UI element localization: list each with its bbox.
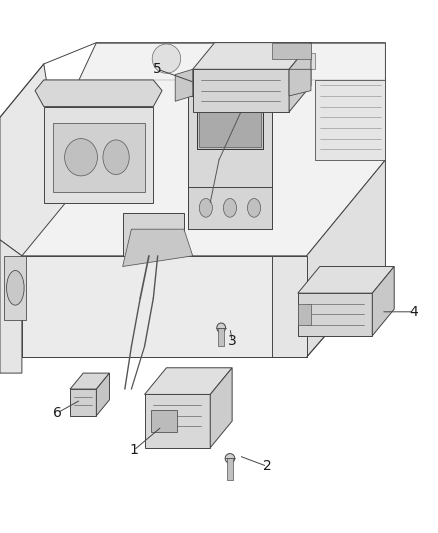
Text: 2: 2 — [263, 459, 272, 473]
Polygon shape — [188, 96, 272, 187]
Polygon shape — [241, 53, 315, 69]
Bar — [227, 458, 233, 480]
Bar — [199, 109, 261, 147]
Ellipse shape — [65, 139, 97, 176]
Polygon shape — [315, 80, 385, 160]
Polygon shape — [298, 293, 372, 336]
Ellipse shape — [103, 140, 129, 175]
Polygon shape — [193, 69, 289, 112]
Ellipse shape — [217, 323, 226, 333]
Polygon shape — [145, 394, 210, 448]
Text: 1: 1 — [129, 443, 138, 457]
Ellipse shape — [225, 454, 235, 463]
Polygon shape — [44, 107, 153, 203]
Text: 5: 5 — [153, 62, 162, 76]
Polygon shape — [4, 256, 26, 320]
Polygon shape — [22, 256, 307, 357]
Text: 6: 6 — [53, 406, 61, 420]
Polygon shape — [210, 368, 232, 448]
Polygon shape — [0, 64, 66, 256]
Ellipse shape — [247, 199, 261, 217]
Polygon shape — [145, 368, 232, 394]
Polygon shape — [96, 373, 110, 416]
Bar — [197, 107, 263, 149]
Polygon shape — [289, 43, 311, 112]
Polygon shape — [35, 80, 162, 107]
Polygon shape — [70, 389, 96, 416]
Polygon shape — [193, 43, 311, 69]
Text: 4: 4 — [410, 305, 418, 319]
Polygon shape — [53, 123, 145, 192]
Ellipse shape — [199, 199, 212, 217]
Polygon shape — [188, 187, 272, 229]
Ellipse shape — [7, 271, 24, 305]
Polygon shape — [123, 213, 184, 256]
Polygon shape — [298, 266, 394, 293]
Polygon shape — [307, 160, 385, 357]
Ellipse shape — [223, 199, 237, 217]
Polygon shape — [272, 43, 311, 59]
Ellipse shape — [152, 44, 180, 74]
Polygon shape — [272, 256, 307, 357]
Text: 3: 3 — [228, 334, 237, 348]
Polygon shape — [70, 373, 110, 389]
Polygon shape — [0, 240, 22, 373]
Polygon shape — [22, 43, 385, 256]
Polygon shape — [289, 69, 311, 96]
Bar — [151, 410, 177, 432]
Bar — [298, 304, 311, 325]
Polygon shape — [372, 266, 394, 336]
Polygon shape — [123, 229, 193, 266]
Polygon shape — [175, 69, 193, 101]
Bar — [218, 328, 224, 346]
